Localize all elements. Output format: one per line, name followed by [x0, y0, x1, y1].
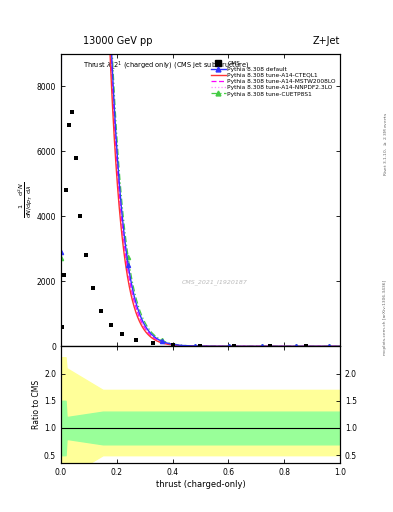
X-axis label: thrust (charged-only): thrust (charged-only) — [156, 480, 245, 489]
Point — [77, 212, 84, 220]
Point — [59, 323, 66, 331]
Point — [231, 342, 237, 350]
Y-axis label: Ratio to CMS: Ratio to CMS — [32, 380, 41, 430]
Text: 13000 GeV pp: 13000 GeV pp — [83, 36, 152, 46]
Point — [98, 307, 105, 315]
Y-axis label: $\frac{1}{\mathrm{d}N/\mathrm{d}p_T} \frac{\mathrm{d}^2N}{\mathrm{d}\lambda}$: $\frac{1}{\mathrm{d}N/\mathrm{d}p_T} \fr… — [17, 182, 35, 218]
Text: mcplots.cern.ch [arXiv:1306.3436]: mcplots.cern.ch [arXiv:1306.3436] — [383, 280, 387, 355]
Point — [150, 338, 156, 347]
Point — [267, 342, 274, 350]
Point — [303, 342, 310, 350]
Point — [169, 340, 176, 349]
Text: Rivet 3.1.10, $\geq$ 2.3M events: Rivet 3.1.10, $\geq$ 2.3M events — [382, 111, 389, 176]
Point — [66, 121, 72, 130]
Text: CMS_2021_I1920187: CMS_2021_I1920187 — [182, 279, 247, 285]
Point — [90, 284, 96, 292]
Point — [83, 251, 89, 260]
Point — [119, 330, 125, 338]
Point — [73, 154, 79, 162]
Point — [108, 321, 114, 329]
Text: Z+Jet: Z+Jet — [312, 36, 340, 46]
Point — [197, 342, 204, 350]
Point — [61, 271, 68, 279]
Point — [63, 186, 70, 195]
Point — [69, 108, 75, 116]
Text: Thrust $\lambda$_2$^1$ (charged only) (CMS jet substructure): Thrust $\lambda$_2$^1$ (charged only) (C… — [83, 59, 250, 72]
Point — [133, 335, 140, 344]
Legend: CMS, Pythia 8.308 default, Pythia 8.308 tune-A14-CTEQL1, Pythia 8.308 tune-A14-M: CMS, Pythia 8.308 default, Pythia 8.308 … — [210, 59, 337, 98]
